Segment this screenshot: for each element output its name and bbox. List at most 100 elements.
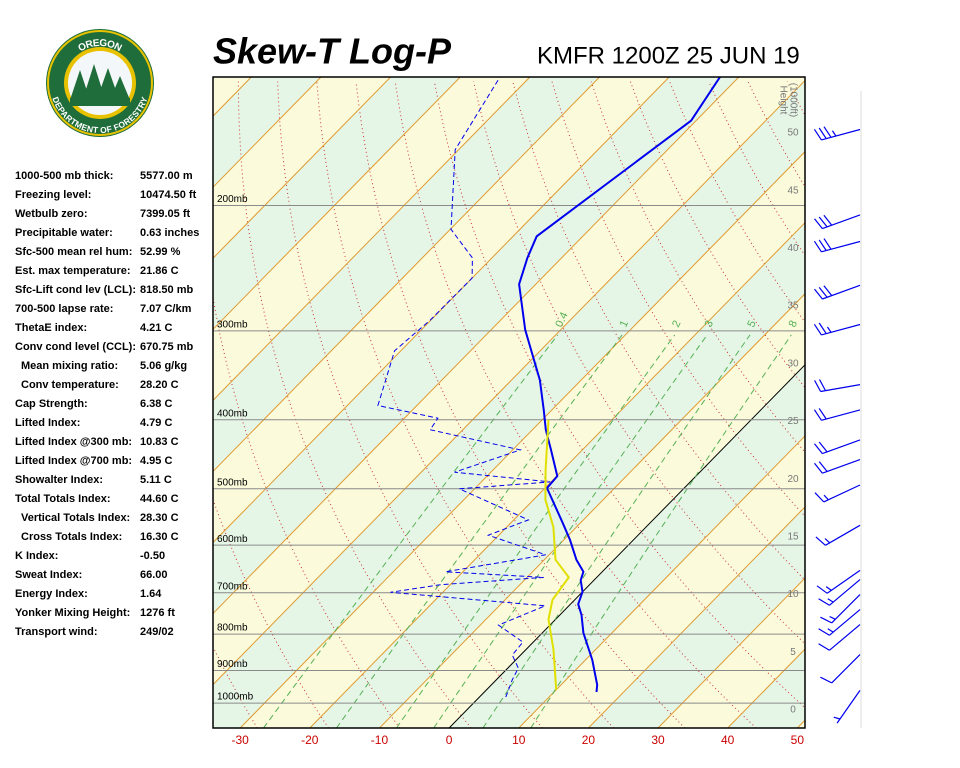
index-label: Freezing level: [15,189,91,201]
index-value: 1.64 [140,588,162,600]
isotherm [213,77,391,259]
x-tick-label: -20 [301,733,319,747]
height-tick-label: 15 [787,532,799,543]
wind-barb [814,379,861,393]
wind-barb [813,408,861,421]
index-value: 0.63 inches [140,227,199,239]
index-label: K Index: [15,550,58,562]
mixing-ratio-line [263,334,559,728]
isotherm [518,435,805,728]
y-tick-label: 800mb [217,623,248,634]
isotherm [213,77,670,544]
index-value: 1276 ft [140,607,175,619]
wind-barb [813,322,861,336]
dry-adiabat [213,645,258,728]
chart-subtitle: KMFR 1200Z 25 JUN 19 [537,42,800,69]
isotherm [213,77,740,615]
x-tick-label: 40 [721,733,735,747]
index-value: -0.50 [140,550,165,562]
index-value: 5.06 g/kg [140,360,187,372]
wind-barb [820,654,861,684]
mixing-ratio-line [396,334,676,728]
mixing-ratio-label: 1 [618,319,631,330]
isotherm [239,150,805,728]
isotherm [213,79,805,686]
isotherm [867,77,960,728]
mixing-ratio-label: 8 [787,319,800,330]
y-tick-label: 900mb [217,659,248,670]
isotherm [213,77,322,188]
index-label: Sfc-Lift cond lev (LCL): [15,284,136,296]
temperature-band [213,80,805,728]
index-value: 818.50 mb [140,284,193,296]
dry-adiabat [866,82,960,728]
x-tick-label: 20 [582,733,596,747]
index-value: 670.75 mb [140,341,193,353]
index-value: 5577.00 m [140,170,193,182]
height-label: (1000ft) [787,83,798,117]
y-tick-label: 700mb [217,581,248,592]
wind-barb [818,609,861,636]
mixing-ratio-label: 0.4 [553,310,570,329]
index-value: 28.30 C [140,512,179,524]
isotherm [379,293,805,728]
logo-text: OREGON [76,37,123,53]
dry-adiabat [551,81,805,517]
mixing-ratio-label: 5 [745,319,758,330]
x-tick-label: 0 [446,733,453,747]
mixing-ratio-label: 2 [670,319,683,330]
index-label: Est. max temperature: [15,265,131,277]
index-value: 4.21 C [140,322,172,334]
index-value: 66.00 [140,569,168,581]
dry-adiabat [905,82,960,728]
height-tick-label: 35 [787,301,799,312]
isotherm [657,577,805,728]
logo-ground [70,98,130,106]
wind-barb [813,238,861,253]
temperature-band [213,77,805,685]
dry-adiabat [213,294,401,728]
isotherm [213,77,600,473]
y-tick-label: 500mb [217,477,248,488]
wind-barb [814,459,861,474]
wind-barb [814,214,861,230]
wind-barb [815,524,861,546]
index-value: 249/02 [140,626,174,638]
y-tick-label: 300mb [217,319,248,330]
index-label: Transport wind: [15,626,98,638]
x-tick-label: 10 [512,733,526,747]
wind-barb [816,569,861,594]
y-tick-label: 400mb [217,408,248,419]
dry-adiabat [394,81,757,728]
index-label: Vertical Totals Index: [21,512,130,524]
index-value: 28.20 C [140,379,179,391]
x-tick-label: 50 [791,733,805,747]
index-label: Sfc-500 mean rel hum: [15,246,132,258]
index-label: Conv temperature: [21,379,119,391]
plot-frame [212,76,806,729]
index-value: 44.60 C [140,493,179,505]
index-label: ThetaE index: [15,322,87,334]
index-label: Wetbulb zero: [15,208,88,220]
isotherm [309,221,805,728]
chart-title: Skew-T Log-P [213,31,452,72]
index-value: 5.11 C [140,474,172,486]
logo-edge [47,30,153,136]
logo-top-text: OREGON [76,37,123,53]
index-value: 7.07 C/km [140,303,192,315]
height-tick-label: 20 [787,474,799,485]
index-label: 700-500 lapse rate: [15,303,113,315]
index-label: Yonker Mixing Height: [15,607,130,619]
index-value: 10474.50 ft [140,189,197,201]
wind-barb [833,690,861,724]
index-label: Lifted Index @700 mb: [15,455,132,467]
height-label: Height [777,86,788,115]
x-tick-label: -30 [231,733,249,747]
wind-barb [814,284,861,300]
index-value: 16.30 C [140,531,179,543]
index-value: 6.38 C [140,398,172,410]
isotherm [213,77,531,402]
profile-line [544,419,571,690]
